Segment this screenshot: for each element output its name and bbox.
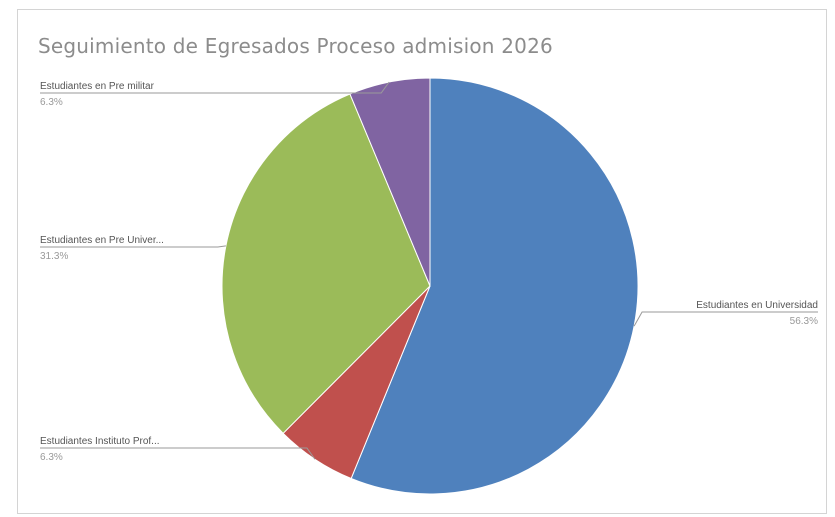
slice-label: Estudiantes en Universidad — [696, 300, 818, 311]
leader-line — [633, 311, 818, 327]
slice-percent: 6.3% — [40, 452, 63, 463]
slice-label: Estudiantes en Pre militar — [40, 81, 155, 92]
chart-title: Seguimiento de Egresados Proceso admisio… — [38, 34, 553, 58]
slice-label: Estudiantes en Pre Univer... — [40, 235, 164, 246]
slice-percent: 56.3% — [790, 316, 818, 327]
slice-label: Estudiantes Instituto Prof... — [40, 436, 160, 447]
leader-line — [40, 245, 226, 248]
leader-line — [40, 81, 390, 94]
slice-percent: 31.3% — [40, 251, 68, 262]
slice-percent: 6.3% — [40, 97, 63, 108]
leader-line — [40, 447, 316, 460]
